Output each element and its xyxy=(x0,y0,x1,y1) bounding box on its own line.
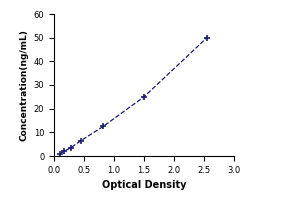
X-axis label: Optical Density: Optical Density xyxy=(102,180,186,190)
Y-axis label: Concentration(ng/mL): Concentration(ng/mL) xyxy=(19,29,28,141)
